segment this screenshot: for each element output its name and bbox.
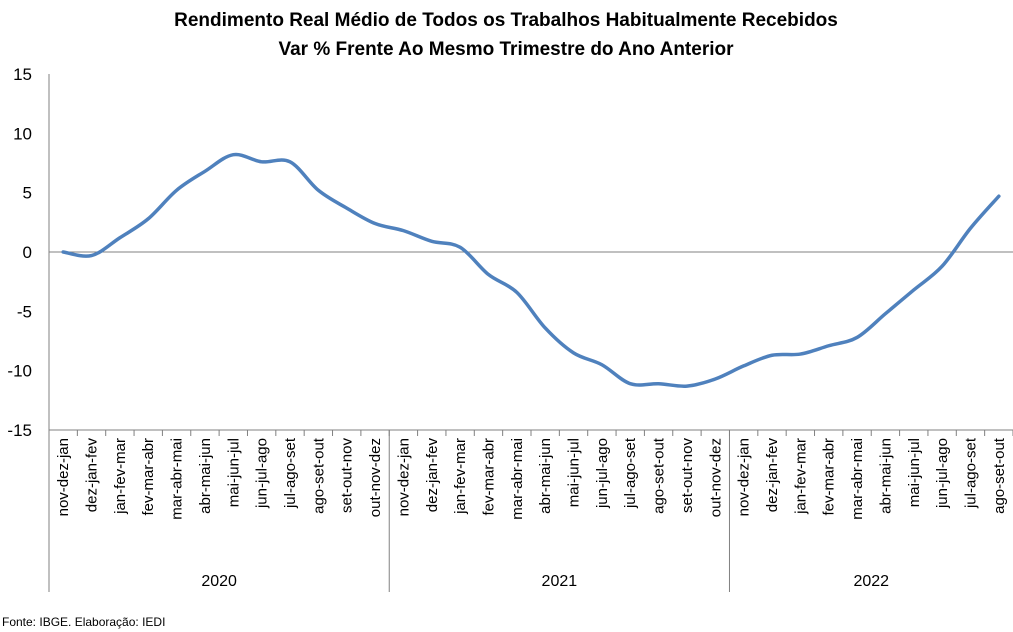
data-point (515, 291, 518, 294)
year-label: 2021 (542, 573, 578, 590)
x-tick-label: ago-set-out (991, 437, 1008, 514)
data-point (941, 265, 944, 268)
data-point (430, 240, 433, 243)
x-tick-label: mai-jun-jul (225, 438, 242, 507)
y-tick-label: -5 (17, 302, 32, 321)
x-tick-label: nov-dez-jan (55, 438, 72, 516)
x-tick-label: out-nov-dez (367, 438, 384, 517)
data-point (657, 382, 660, 385)
series-line (61, 152, 1001, 388)
chart-subtitle: Var % Frente Ao Mesmo Trimestre do Ano A… (278, 39, 734, 60)
x-tick-label: fev-mar-abr (821, 438, 838, 516)
x-tick-label: jun-jul-ago (254, 438, 271, 509)
x-tick-label: dez-jan-fev (84, 438, 101, 513)
data-point (175, 189, 178, 192)
data-point (997, 195, 1000, 198)
x-tick-label: abr-mai-jun (197, 438, 214, 514)
y-tick-label: 5 (23, 184, 32, 203)
data-point (345, 207, 348, 210)
x-tick-label: set-out-nov (339, 438, 356, 514)
series (61, 152, 1001, 388)
data-point (90, 254, 93, 257)
y-tick-label: -10 (7, 362, 32, 381)
data-point (118, 236, 121, 239)
data-point (62, 251, 65, 254)
data-point (742, 364, 745, 367)
x-tick-label: jun-jul-ago (934, 438, 951, 509)
x-tick-label: nov-dez-jan (395, 438, 412, 516)
data-point (856, 336, 859, 339)
x-tick-label: set-out-nov (679, 438, 696, 514)
x-tick-label: dez-jan-fev (424, 438, 441, 513)
x-tick-label: mar-abr-mai (169, 438, 186, 520)
data-point (487, 273, 490, 276)
x-tick-label: jan-fev-mar (112, 438, 129, 515)
data-point (317, 189, 320, 192)
data-point (374, 222, 377, 225)
data-point (714, 377, 717, 380)
y-tick-label: 10 (13, 124, 32, 143)
x-tick-label: jul-ago-set (282, 437, 299, 509)
x-tick-label: abr-mai-jun (537, 438, 554, 514)
x-tick-label: mar-abr-mai (509, 438, 526, 520)
data-point (629, 382, 632, 385)
y-tick-label: 15 (13, 65, 32, 84)
data-point (827, 344, 830, 347)
data-point (203, 170, 206, 173)
x-tick-label: jun-jul-ago (594, 438, 611, 509)
x-tick-label: jan-fev-mar (792, 438, 809, 515)
data-point (912, 288, 915, 291)
x-tick-label: nov-dez-jan (736, 438, 753, 516)
x-tick-label: fev-mar-abr (140, 438, 157, 516)
y-tick-label: -15 (7, 421, 32, 440)
chart-title: Rendimento Real Médio de Todos os Trabal… (174, 10, 838, 31)
x-tick-label: mai-jun-jul (906, 438, 923, 507)
x-tick-label: ago-set-out (310, 437, 327, 514)
data-point (771, 354, 774, 357)
data-point (572, 351, 575, 354)
data-point (600, 363, 603, 366)
axes (48, 74, 1013, 592)
source-note: Fonte: IBGE. Elaboração: IEDI (2, 615, 165, 629)
axis-labels: 15 10 5 0 -5 -10 -15 nov-dez-jan dez-jan-fev jan-… (7, 65, 1007, 590)
data-point (147, 217, 150, 220)
year-label: 2022 (853, 573, 889, 590)
x-tick-label: ago-set-out (651, 437, 668, 514)
x-tick-label: jul-ago-set (962, 437, 979, 509)
data-point (289, 160, 292, 163)
data-point (969, 227, 972, 230)
year-label: 2020 (201, 573, 237, 590)
x-tick-label: dez-jan-fev (764, 438, 781, 513)
data-point (459, 246, 462, 249)
data-point (232, 153, 235, 156)
data-point (402, 229, 405, 232)
x-tick-label: out-nov-dez (707, 438, 724, 517)
data-point (799, 353, 802, 356)
x-tick-label: jan-fev-mar (452, 438, 469, 515)
x-tick-label: fev-mar-abr (480, 438, 497, 516)
x-tick-label: abr-mai-jun (877, 438, 894, 514)
x-tick-label: mai-jun-jul (566, 438, 583, 507)
data-point (544, 326, 547, 329)
x-tick-label: mar-abr-mai (849, 438, 866, 520)
y-tick-label: 0 (23, 243, 32, 262)
x-tick-label: jul-ago-set (622, 437, 639, 509)
data-point (260, 160, 263, 163)
data-point (884, 312, 887, 315)
data-point (685, 385, 688, 388)
